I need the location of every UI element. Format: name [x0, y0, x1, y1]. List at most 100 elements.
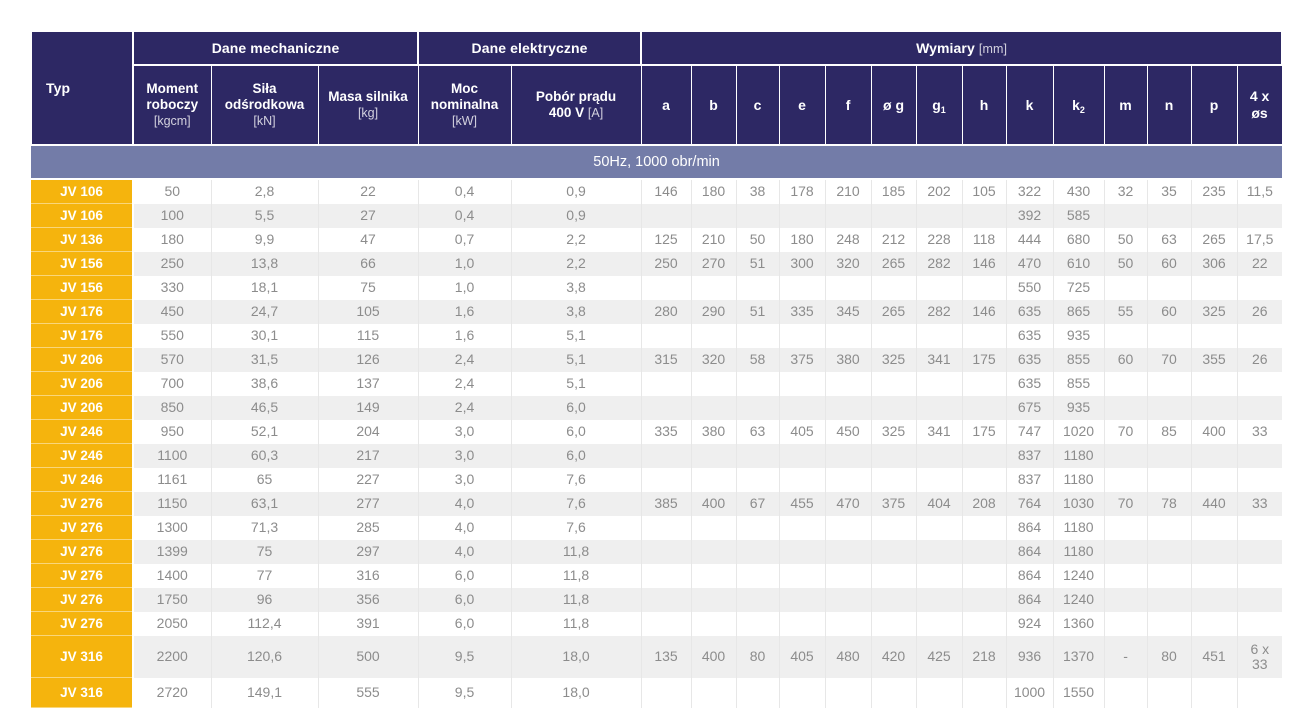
cell: 330: [160, 279, 184, 295]
cell: 297: [317, 539, 419, 564]
cell: [961, 323, 1007, 348]
cell: 63: [1146, 227, 1192, 252]
cell: [735, 677, 780, 708]
cell: [870, 515, 917, 540]
cell: [640, 275, 692, 300]
cell: [1236, 611, 1283, 636]
cell: 335: [640, 419, 692, 444]
cell: 96: [210, 587, 318, 612]
cell: 400: [1190, 419, 1238, 444]
cell: [915, 563, 963, 588]
col-header-unit: [A]: [587, 106, 604, 120]
cell: 425: [915, 635, 963, 678]
row-type-label: JV 246: [31, 443, 134, 468]
cell: 864: [1005, 563, 1054, 588]
table-row: JV 156 330 18,1 75 1,0 3,8 550 725: [31, 275, 1283, 300]
cell: [778, 203, 826, 228]
cell: [735, 611, 780, 636]
cell: 248: [824, 227, 872, 252]
cell: [1103, 677, 1148, 708]
table-row: JV 276 1150 63,1 277 4,0 7,6 385 400 67 455 470 375…: [31, 491, 1283, 516]
cell: 4,0: [417, 515, 512, 540]
cell: 6,0: [417, 563, 512, 588]
cell: [870, 323, 917, 348]
cell: 950: [160, 423, 184, 439]
cell: [690, 515, 737, 540]
dim-col-label: h: [979, 96, 989, 113]
dim-col-header: f: [824, 64, 872, 146]
cell: 149,1: [210, 677, 318, 708]
cell: 282: [915, 299, 963, 324]
dim-col-header: e: [778, 64, 826, 146]
cell: 325: [1190, 299, 1238, 324]
cell: 11,5: [1236, 179, 1283, 204]
col-header-2: Siła odśrodkowa [kN]: [210, 64, 319, 146]
cell: 227: [317, 467, 419, 492]
table-row: JV 276 1750 96 356 6,0 11,8 864 1240: [31, 587, 1283, 612]
cell: [735, 539, 780, 564]
cell: 26: [1236, 299, 1283, 324]
cell: 480: [824, 635, 872, 678]
cell: 2,8: [210, 179, 318, 204]
cell: 1180: [1052, 467, 1105, 492]
dim-col-header: p: [1190, 64, 1238, 146]
cell: 60: [1103, 347, 1148, 372]
cell: 1360: [1052, 611, 1105, 636]
cell: 24,7: [210, 299, 318, 324]
group-wymiary: Wymiary [mm]: [640, 30, 1284, 66]
cell: [824, 563, 872, 588]
cell: [1190, 539, 1238, 564]
col-header-unit: [kgcm]: [153, 114, 191, 129]
cell: [1190, 515, 1238, 540]
cell: 118: [961, 227, 1007, 252]
cell: 570: [133, 347, 211, 372]
cell: [690, 395, 737, 420]
cell: 18,1: [210, 275, 318, 300]
cell: 935: [1052, 395, 1105, 420]
cell: [1236, 539, 1283, 564]
cell: 33: [1236, 419, 1283, 444]
cell: 31,5: [210, 347, 318, 372]
cell: 380: [690, 419, 737, 444]
cell: 5,1: [510, 323, 642, 348]
cell: 137: [317, 371, 419, 396]
cell: [1103, 587, 1148, 612]
cell: [1146, 611, 1192, 636]
col-header-unit-line: [kW]: [420, 113, 510, 129]
cell: [778, 515, 826, 540]
cell: 38,6: [210, 371, 318, 396]
cell: [1190, 677, 1238, 708]
cell: 290: [690, 299, 737, 324]
cell: [870, 443, 917, 468]
table-row: JV 206 850 46,5 149 2,4 6,0 675 935: [31, 395, 1283, 420]
cell: 63: [735, 419, 780, 444]
cell: [778, 323, 826, 348]
dim-col-subscript: 1: [940, 104, 946, 115]
cell: [961, 443, 1007, 468]
dim-col-label: 4 x: [1249, 88, 1270, 105]
row-type-label: JV 276: [31, 539, 134, 564]
cell: [915, 203, 963, 228]
cell: [690, 611, 737, 636]
cell: 747: [1005, 419, 1054, 444]
col-header-unit-line: [kN]: [213, 113, 317, 129]
cell: 67: [735, 491, 780, 516]
frequency-band-label: 50Hz, 1000 obr/min: [31, 144, 1283, 180]
cell: 6,0: [417, 611, 512, 636]
cell: [1146, 395, 1192, 420]
cell: [690, 323, 737, 348]
cell: 185: [870, 179, 917, 204]
cell: [690, 203, 737, 228]
col-header-5: Pobór prądu 400 V [A]: [510, 64, 642, 146]
cell: 1400: [156, 567, 188, 583]
cell: 250: [133, 251, 211, 276]
cell: [1236, 203, 1283, 228]
row-type-label: JV 156: [31, 251, 134, 276]
cell: 3,0: [417, 419, 512, 444]
cell: 78: [1146, 491, 1192, 516]
frequency-band-row: 50Hz, 1000 obr/min: [31, 144, 1283, 180]
cell: 77: [210, 563, 318, 588]
cell: [1146, 371, 1192, 396]
dim-col-label-line2: øs: [1251, 105, 1268, 121]
cell: 1180: [1052, 515, 1105, 540]
